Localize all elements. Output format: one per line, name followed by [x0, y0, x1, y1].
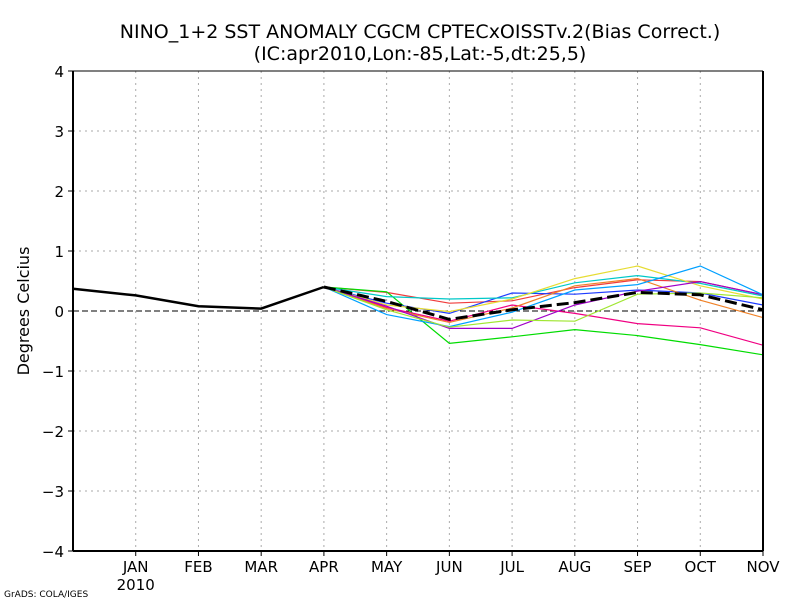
chart-subtitle: (IC:apr2010,Lon:-85,Lat:-5,dt:25,5) [254, 43, 587, 65]
x-tick-label: MAY [371, 558, 403, 576]
series-line-member-skyblue [323, 265, 764, 328]
x-tick-label: JUN [435, 558, 463, 576]
observed-line [72, 285, 325, 310]
grid [73, 71, 763, 551]
x-tick-label: JUL [499, 558, 524, 576]
x-tick-label: APR [309, 558, 339, 576]
x-tick-label: AUG [558, 558, 591, 576]
y-tick-label: 2 [54, 183, 64, 201]
grads-credit: GrADS: COLA/IGES [4, 590, 88, 600]
plot-frame [72, 70, 764, 552]
x-tick-label: NOV [746, 558, 780, 576]
x-tick-label: SEP [624, 558, 652, 576]
y-tick-label: −2 [42, 423, 64, 441]
series-line-member-purple [323, 280, 764, 329]
y-tick-label: −4 [42, 543, 64, 561]
x-tick-label: FEB [184, 558, 212, 576]
x-tick-label: MAR [244, 558, 278, 576]
series-line-member-green [323, 286, 764, 356]
y-tick-label: −3 [42, 483, 64, 501]
series-layer [72, 265, 764, 356]
y-tick-label: 0 [54, 303, 64, 321]
x-tick-label: OCT [685, 558, 717, 576]
y-tick-label: 1 [54, 243, 64, 261]
x-axis: JAN FEB MAR APR MAY JUN JUL AUG SEP OCT NOV 2010 [117, 551, 780, 594]
y-tick-label: 4 [54, 63, 64, 81]
series-line-member-yellow [323, 265, 764, 313]
chart-title: NINO_1+2 SST ANOMALY CGCM CPTECxOISSTv.2… [120, 21, 720, 43]
x-tick-label: JAN [122, 558, 149, 576]
y-tick-label: 3 [54, 123, 64, 141]
series-line-member-orange [323, 277, 764, 324]
ensemble-mean-line [323, 285, 764, 321]
x-tick-year-label: 2010 [117, 576, 155, 594]
y-axis-label: Degrees Celcius [14, 247, 33, 376]
series-line-member-lime [323, 286, 764, 328]
y-tick-label: −1 [42, 363, 64, 381]
y-axis: 4 3 2 1 0 −1 −2 −3 −4 [42, 63, 73, 561]
